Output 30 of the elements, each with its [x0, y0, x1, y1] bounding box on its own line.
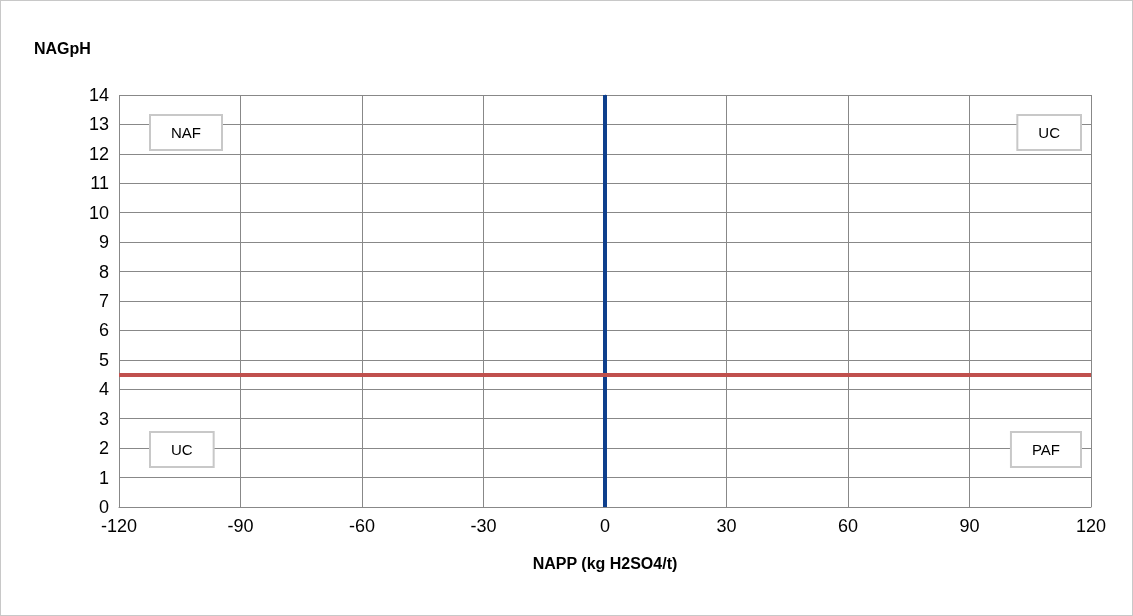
annotation: NAF — [171, 124, 201, 141]
y-tick-label: 12 — [88, 143, 109, 164]
y-tick-label: 10 — [88, 202, 109, 223]
x-tick-label: 30 — [716, 516, 737, 536]
y-tick-label: 6 — [98, 320, 109, 341]
x-tick-label: -60 — [348, 516, 376, 536]
x-axis-title: NAPP (kg H2SO4/t) — [532, 554, 678, 572]
x-tick-label: -90 — [227, 516, 254, 536]
y-axis-title: NAGpH — [34, 39, 91, 57]
x-tick-label: 90 — [959, 516, 980, 536]
y-tick-label: 13 — [88, 114, 109, 135]
x-tick-label: 60 — [837, 516, 859, 536]
y-tick-label: 1 — [98, 467, 109, 488]
y-tick-label: 5 — [98, 349, 109, 370]
y-tick-label: 14 — [88, 85, 109, 105]
y-tick-label: 2 — [98, 438, 109, 459]
annotation: UC — [171, 441, 193, 458]
annotation: PAF — [1031, 441, 1060, 458]
y-tick-label: 11 — [90, 173, 109, 194]
y-tick-label: 7 — [98, 291, 109, 311]
y-tick-label: 4 — [98, 379, 109, 400]
y-tick-label: 9 — [98, 232, 109, 253]
y-tick-label: 3 — [98, 408, 109, 429]
y-tick-label: 0 — [98, 497, 109, 517]
x-tick-label: 0 — [599, 516, 611, 536]
annotation: UC — [1038, 124, 1061, 141]
x-tick-label: -30 — [470, 516, 497, 536]
x-tick-label: -120 — [100, 516, 138, 536]
x-tick-label: 120 — [1075, 516, 1107, 536]
y-tick-label: 8 — [98, 261, 109, 282]
